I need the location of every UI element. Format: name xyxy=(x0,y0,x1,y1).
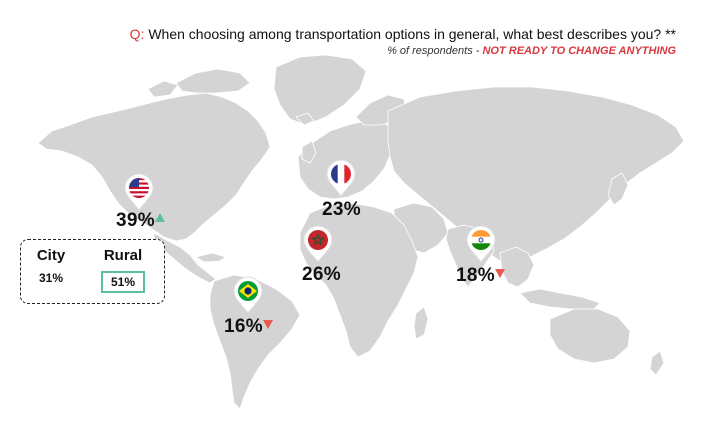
question-title: Q: When choosing among transportation op… xyxy=(130,26,676,42)
france-marker xyxy=(326,159,356,197)
morocco-flag-icon xyxy=(308,230,328,250)
rural-value-wrapper: 51% xyxy=(93,271,153,293)
usa-trend-up-icon xyxy=(155,213,165,222)
madagascar-land xyxy=(413,306,429,340)
iceland-land xyxy=(295,112,315,126)
japan-land xyxy=(607,172,629,206)
subtitle-prefix: % of respondents - xyxy=(387,45,483,57)
india-flag-icon xyxy=(471,230,491,250)
city-column: City 31% xyxy=(33,247,69,285)
brazil-value: 16% xyxy=(224,316,263,337)
city-label: City xyxy=(36,247,66,264)
india-trend-down-icon xyxy=(495,269,505,278)
brazil-trend-down-icon xyxy=(263,320,273,329)
subtitle: % of respondents - NOT READY TO CHANGE A… xyxy=(130,45,676,57)
france-value: 23% xyxy=(322,199,361,220)
greenland-land xyxy=(273,54,367,126)
morocco-value: 26% xyxy=(302,264,341,285)
france-flag-icon xyxy=(331,164,351,184)
asia-land xyxy=(387,86,685,264)
brazil-marker xyxy=(233,276,263,314)
new-zealand-land xyxy=(649,350,665,376)
india-value: 18% xyxy=(456,265,495,286)
city-rural-box: City 31% Rural 51% xyxy=(20,239,165,304)
australia-land xyxy=(549,308,631,364)
usa-marker xyxy=(124,173,154,211)
arctic-islands-land xyxy=(175,68,251,94)
usa-flag-icon xyxy=(129,178,149,198)
morocco-marker xyxy=(303,225,333,263)
question-text: When choosing among transportation optio… xyxy=(144,26,676,42)
subtitle-highlight: NOT READY TO CHANGE ANYTHING xyxy=(482,45,676,57)
arctic-islands-land-2 xyxy=(147,80,179,98)
europe-land xyxy=(297,120,397,200)
land-masses xyxy=(37,54,685,410)
rural-label: Rural xyxy=(103,247,143,264)
rural-column: Rural 51% xyxy=(93,247,153,293)
usa-value: 39% xyxy=(116,210,155,231)
north-america-land xyxy=(37,92,271,242)
question-prefix: Q: xyxy=(129,26,145,42)
caribbean-land xyxy=(195,252,227,263)
indonesia-land xyxy=(519,288,601,310)
india-marker xyxy=(466,225,496,263)
city-value: 31% xyxy=(38,271,64,285)
rural-value: 51% xyxy=(100,271,146,293)
south-america-land xyxy=(209,274,301,410)
chart-header: Q: When choosing among transportation op… xyxy=(130,26,676,57)
brazil-flag-icon xyxy=(238,281,258,301)
british-isles-land xyxy=(301,140,317,164)
